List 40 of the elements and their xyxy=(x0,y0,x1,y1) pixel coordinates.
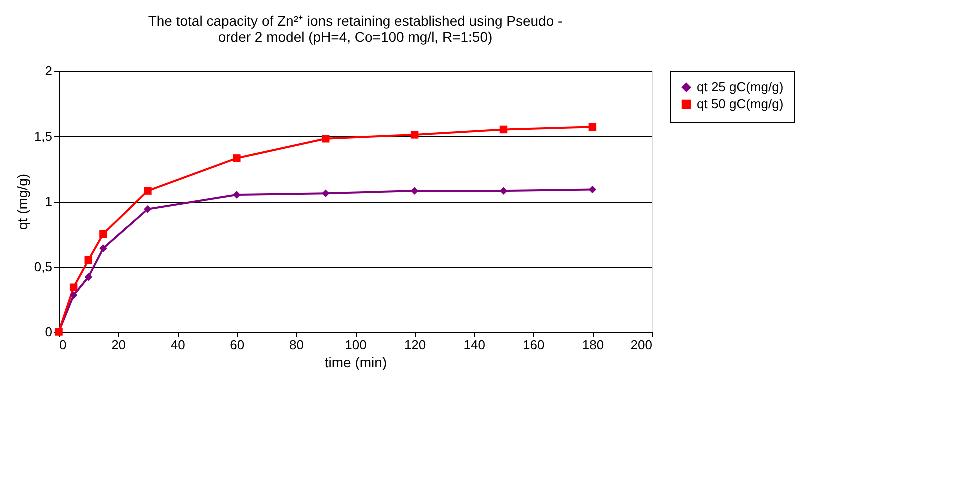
y-tick-label: 2 xyxy=(45,64,52,78)
x-tick-label: 40 xyxy=(170,338,186,352)
x-axis-title: time (min) xyxy=(324,354,388,370)
point xyxy=(500,187,508,195)
point xyxy=(100,244,108,252)
x-tick-label: 200 xyxy=(630,338,652,352)
x-tick-label: 120 xyxy=(404,338,426,352)
text: The total capacity of Zn²⁺ ions retaining established using Pseudo - xyxy=(148,13,563,29)
point xyxy=(410,187,419,195)
point xyxy=(144,205,152,214)
point xyxy=(410,131,419,139)
x-tick-label: 60 xyxy=(230,338,245,352)
point xyxy=(500,126,508,134)
point xyxy=(70,284,78,292)
point xyxy=(322,134,330,143)
point xyxy=(588,123,597,131)
x-tick-label: 100 xyxy=(345,338,367,352)
y-tick-label: 1 xyxy=(45,194,52,209)
point xyxy=(144,187,152,195)
x-tick-label: 180 xyxy=(582,338,604,352)
text: order 2 model (pH=4, Co=100 mg/l, R=1:50) xyxy=(218,29,493,45)
y-tick-label: 0,5 xyxy=(34,259,52,274)
x-tick-label: 160 xyxy=(523,338,545,352)
x-tick-label: 0 xyxy=(60,338,67,352)
point xyxy=(100,230,108,238)
y-tick-label: 1,5 xyxy=(34,128,52,144)
point xyxy=(84,273,93,282)
point xyxy=(84,256,93,264)
point xyxy=(322,190,330,198)
x-tick-label: 140 xyxy=(464,338,486,352)
point xyxy=(70,292,78,300)
legend-label: qt 50 gC(mg/g) xyxy=(697,96,784,112)
point xyxy=(233,191,241,199)
x-tick-label: 80 xyxy=(289,338,304,352)
point xyxy=(588,186,597,194)
point xyxy=(233,154,241,162)
x-tick-label: 20 xyxy=(112,338,126,352)
legend-label: qt 25 gC(mg/g) xyxy=(697,80,784,94)
y-tick-label: 0 xyxy=(45,324,52,340)
y-axis-title: qt (mg/g) xyxy=(14,174,30,230)
